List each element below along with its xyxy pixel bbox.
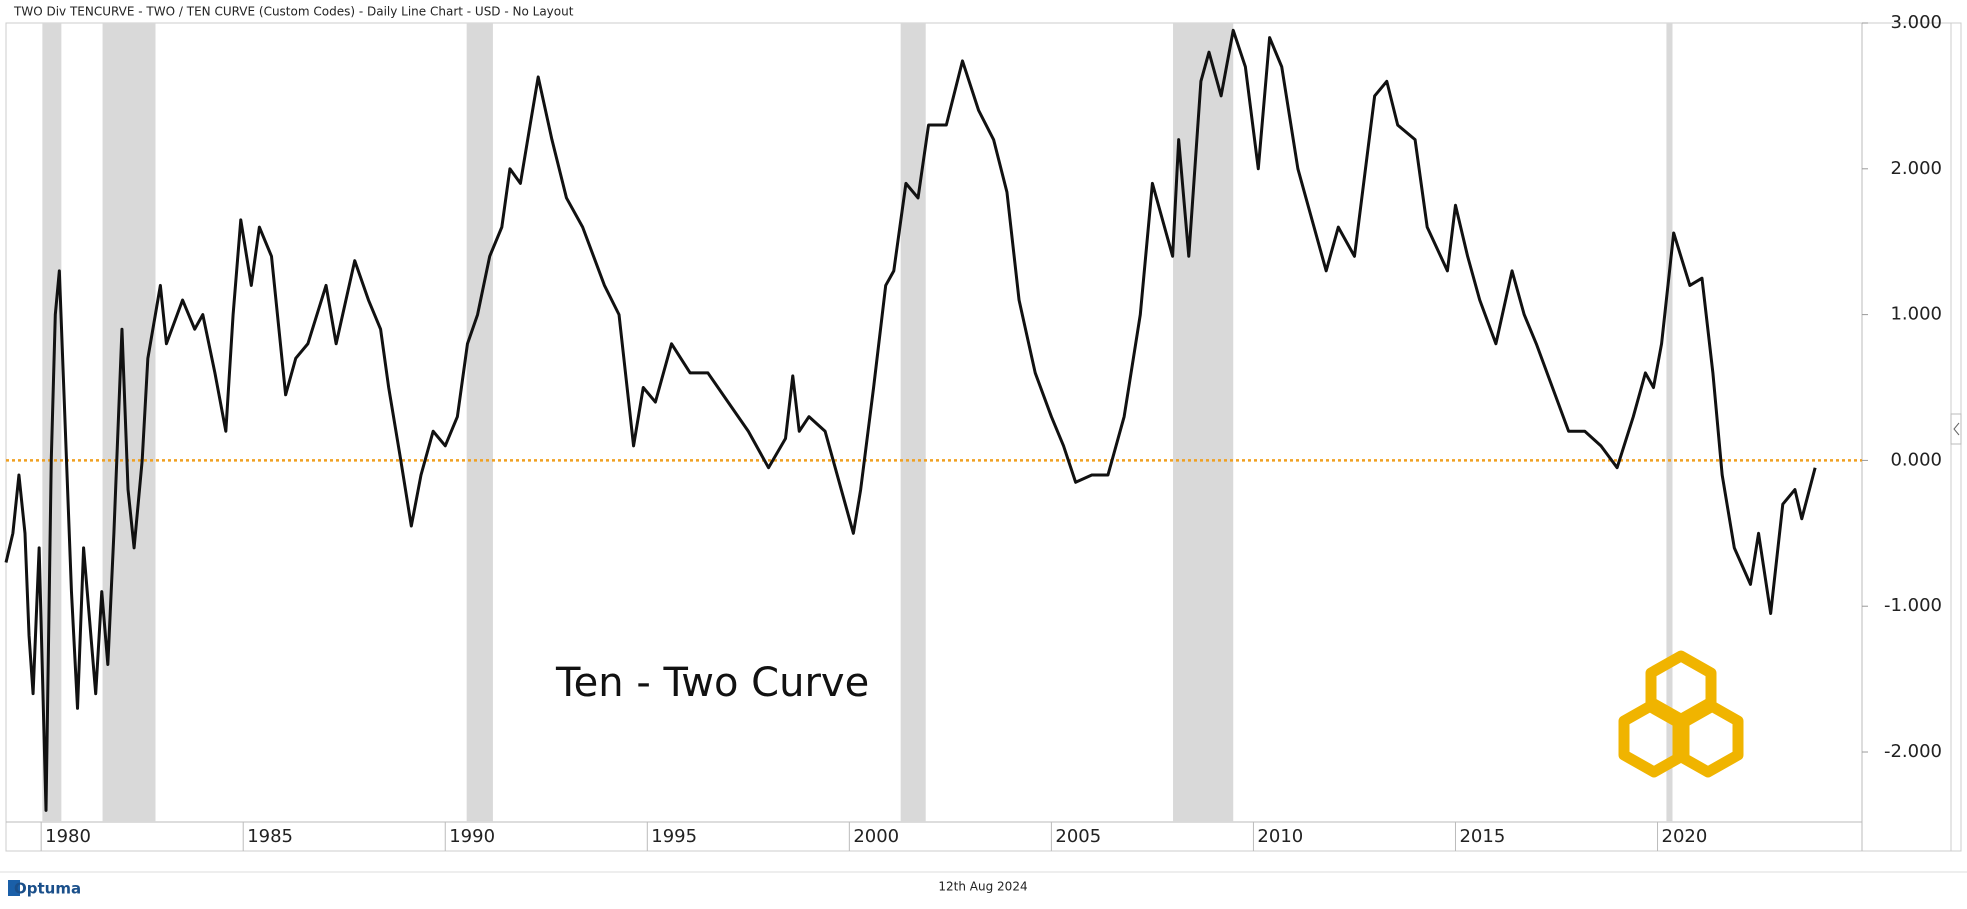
- x-tick-label: 2000: [853, 826, 899, 847]
- y-tick-label: 0.000: [1890, 449, 1942, 470]
- y-tick-label: 2.000: [1890, 158, 1942, 179]
- y-tick-label: -1.000: [1884, 595, 1942, 616]
- recession-band: [1666, 23, 1673, 822]
- brand-icon: [8, 880, 20, 896]
- plot-area: [4, 23, 1862, 822]
- y-tick-label: 3.000: [1890, 12, 1942, 33]
- chart-title: TWO Div TENCURVE - TWO / TEN CURVE (Cust…: [13, 5, 574, 19]
- annotation: Ten - Two Curve: [555, 660, 869, 706]
- x-tick-label: 2005: [1055, 826, 1101, 847]
- x-tick-label: 2015: [1459, 826, 1505, 847]
- y-tick-label: 1.000: [1890, 304, 1942, 325]
- y-tick-label: -2.000: [1884, 741, 1942, 762]
- recession-band: [1173, 23, 1234, 822]
- recession-band: [466, 23, 493, 822]
- x-tick-label: 1990: [449, 826, 495, 847]
- x-tick-label: 2020: [1662, 826, 1708, 847]
- side-tab-arrow: [1953, 422, 1960, 436]
- recession-band: [900, 23, 926, 822]
- footer-date: 12th Aug 2024: [938, 880, 1027, 894]
- side-tab[interactable]: [1950, 413, 1962, 445]
- data-line: [4, 28, 1817, 812]
- recession-band: [102, 23, 156, 822]
- x-tick-label: 1995: [651, 826, 697, 847]
- x-tick-label: 1980: [45, 826, 91, 847]
- logo: [1618, 650, 1744, 778]
- x-tick-label: 2010: [1257, 826, 1303, 847]
- x-tick-label: 1985: [247, 826, 293, 847]
- brand: Optuma: [14, 880, 81, 898]
